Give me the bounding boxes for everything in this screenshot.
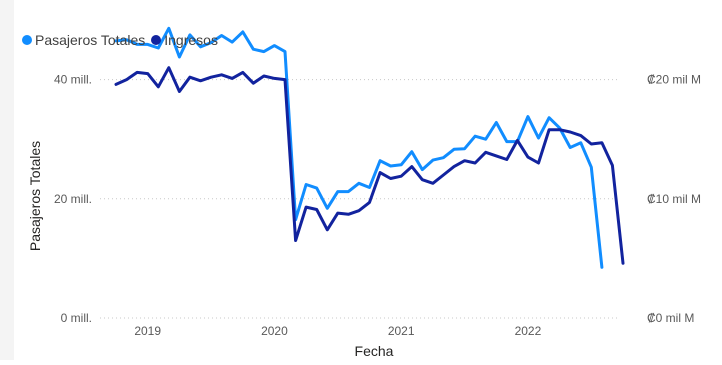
x-tick-label: 2019 xyxy=(134,324,161,338)
x-axis-title: Fecha xyxy=(355,343,394,359)
x-tick-label: 2021 xyxy=(388,324,415,338)
x-tick-label: 2022 xyxy=(515,324,542,338)
x-tick-label: 2020 xyxy=(261,324,288,338)
series-line-ingresos xyxy=(114,66,625,265)
y-axis-title: Pasajeros Totales xyxy=(27,141,43,251)
series-line-pasajeros xyxy=(114,26,604,269)
legend-item-ingresos[interactable]: Ingresos xyxy=(151,32,218,48)
y-left-tick-label: 0 mill. xyxy=(61,311,92,325)
legend: Pasajeros Totales Ingresos xyxy=(22,32,224,48)
y-right-tick-label: ₡0 mil M xyxy=(647,311,694,325)
legend-marker-ingresos xyxy=(151,35,162,45)
legend-marker-pasajeros xyxy=(22,35,32,45)
y-left-tick-label: 40 mill. xyxy=(54,73,92,87)
y-left-tick-label: 20 mill. xyxy=(54,192,92,206)
legend-item-pasajeros[interactable]: Pasajeros Totales xyxy=(22,32,145,48)
y-right-tick-label: ₡20 mil M xyxy=(647,73,701,87)
y-right-tick-label: ₡10 mil M xyxy=(647,192,701,206)
legend-label-ingresos: Ingresos xyxy=(164,32,218,48)
legend-label-pasajeros: Pasajeros Totales xyxy=(35,32,146,48)
panel-edge xyxy=(0,0,14,360)
